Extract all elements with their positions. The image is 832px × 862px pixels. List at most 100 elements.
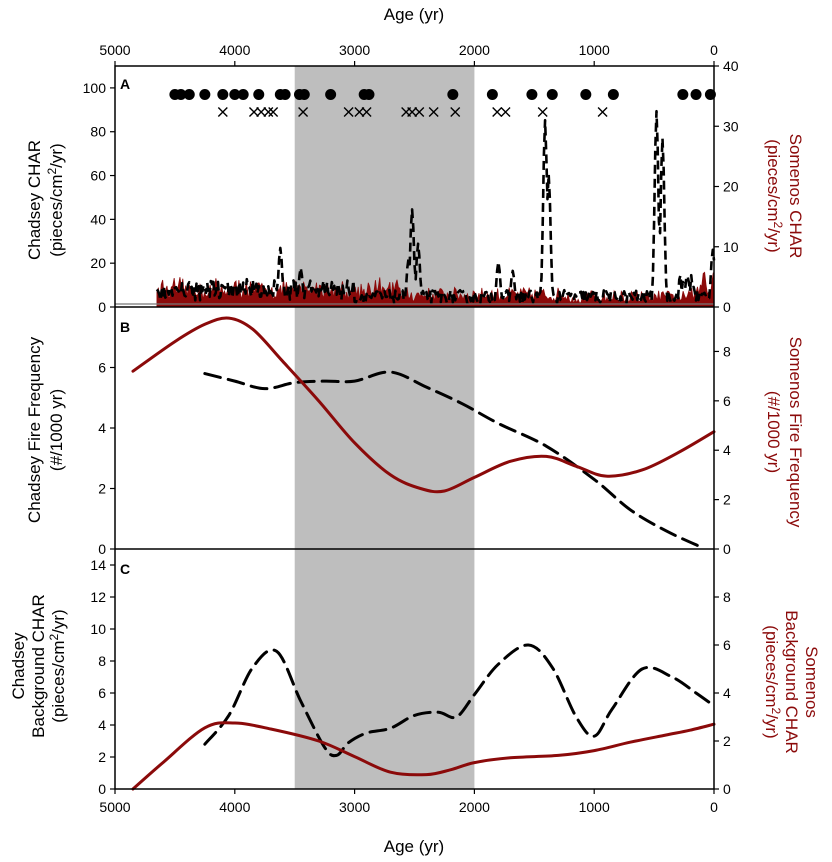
panel-a-label: A	[120, 76, 130, 92]
panel-c-right-ylabel: Somenos Background CHAR (pieces/cm2/yr)	[762, 610, 821, 754]
chadsey-fire-event-marker	[447, 88, 459, 100]
somenos-fire-event-marker	[450, 107, 461, 118]
left-y-tick-label: 6	[98, 685, 106, 701]
right-y-tick-label: 8	[723, 343, 731, 359]
somenos-fire-event-marker	[492, 107, 503, 118]
left-y-tick-label: 6	[98, 360, 106, 376]
panel-b-left-ylabel-line1: Chadsey Fire Frequency	[25, 336, 44, 523]
right-y-tick-label: 0	[723, 299, 731, 315]
somenos-fire-event-marker	[298, 107, 309, 118]
chadsey-fire-event-marker	[486, 88, 498, 100]
series-chadsey-line	[203, 643, 716, 758]
right-y-tick-label: 2	[723, 733, 731, 749]
chadsey-fire-event-marker	[363, 88, 375, 100]
somenos-fire-event-marker	[268, 107, 279, 118]
top-axis-title: Age (yr)	[384, 5, 444, 24]
panel-c-left-ylabel-line1: Chadsey	[9, 632, 28, 700]
series-somenos-line	[131, 721, 716, 791]
somenos-fire-event-marker	[537, 107, 548, 118]
right-y-tick-label: 4	[723, 685, 731, 701]
chadsey-fire-event-marker	[217, 88, 229, 100]
panel-b-plot	[131, 316, 716, 549]
somenos-fire-event-marker	[500, 107, 511, 118]
x-tick-label-top: 5000	[99, 42, 130, 58]
panel-c-right-ylabel-line2: Background CHAR	[782, 610, 801, 754]
x-tick-label-bottom: 2000	[459, 799, 490, 815]
left-y-tick-label: 2	[98, 749, 106, 765]
chadsey-fire-event-marker	[690, 88, 702, 100]
left-y-tick-label: 8	[98, 653, 106, 669]
left-y-tick-label: 40	[90, 211, 106, 227]
left-y-tick-label: 0	[98, 541, 106, 557]
panel-b-left-ylabel-line2: (#/1000 yr)	[47, 389, 66, 471]
series-chadsey-line	[203, 370, 704, 549]
panel-b-left-ylabel: Chadsey Fire Frequency (#/1000 yr)	[25, 336, 66, 523]
x-tick-label-top: 0	[710, 42, 718, 58]
somenos-fire-event-marker	[407, 107, 418, 118]
chadsey-fire-event-marker	[325, 88, 337, 100]
somenos-fire-event-marker	[343, 107, 354, 118]
somenos-fire-event-marker	[414, 107, 425, 118]
x-tick-label-top: 1000	[579, 42, 610, 58]
somenos-fire-event-marker	[248, 107, 259, 118]
right-y-tick-label: 6	[723, 393, 731, 409]
chadsey-fire-event-marker	[229, 88, 241, 100]
panel-a-plot	[115, 88, 716, 308]
bottom-axis-title: Age (yr)	[384, 837, 444, 856]
right-y-tick-label: 6	[723, 637, 731, 653]
panel-a-left-ylabel-line1: Chadsey CHAR	[25, 140, 44, 260]
left-y-tick-label: 20	[90, 255, 106, 271]
left-y-tick-label: 100	[83, 80, 107, 96]
chadsey-fire-event-marker	[704, 88, 716, 100]
panel-c-right-ylabel-line1: Somenos	[802, 646, 821, 718]
left-y-tick-label: 0	[98, 781, 106, 797]
left-y-tick-label: 14	[90, 557, 106, 573]
x-tick-label-top: 2000	[459, 42, 490, 58]
chadsey-fire-event-marker	[677, 88, 689, 100]
right-y-tick-label: 0	[723, 781, 731, 797]
axis-ticks: 5000500040004000300030002000200010001000…	[83, 42, 739, 815]
chadsey-fire-event-marker	[580, 88, 592, 100]
panel-a-right-ylabel: Somenos CHAR (pieces/cm2/yr)	[764, 134, 805, 259]
panel-b-right-ylabel-line2: (#/1000 yr)	[764, 391, 783, 473]
somenos-fire-event-marker	[256, 107, 267, 118]
chadsey-fire-event-marker	[546, 88, 558, 100]
x-tick-label-bottom: 4000	[219, 799, 250, 815]
left-y-tick-label: 4	[98, 717, 106, 733]
chadsey-fire-event-marker	[298, 88, 310, 100]
somenos-fire-event-marker	[597, 107, 608, 118]
left-y-tick-label: 4	[98, 420, 106, 436]
x-tick-label-bottom: 0	[710, 799, 718, 815]
somenos-fire-event-marker	[354, 107, 365, 118]
panel-a-right-ylabel-line2: (pieces/cm2/yr)	[764, 139, 785, 252]
panel-c-left-ylabel-line2: Background CHAR	[29, 594, 48, 738]
panel-c-left-ylabel-line3: (pieces/cm2/yr)	[47, 609, 68, 722]
series-somenos-line	[131, 316, 716, 494]
panel-b-label: B	[120, 319, 130, 335]
left-y-tick-label: 12	[90, 589, 106, 605]
x-tick-label-top: 3000	[339, 42, 370, 58]
left-y-tick-label: 2	[98, 481, 106, 497]
panel-c-left-ylabel: Chadsey Background CHAR (pieces/cm2/yr)	[9, 594, 68, 738]
chadsey-fire-event-marker	[175, 88, 187, 100]
x-tick-label-top: 4000	[219, 42, 250, 58]
right-y-tick-label: 20	[723, 179, 739, 195]
chadsey-fire-event-marker	[279, 88, 291, 100]
chadsey-fire-event-marker	[199, 88, 211, 100]
shaded-interval	[294, 66, 475, 789]
chadsey-fire-event-marker	[607, 88, 619, 100]
chadsey-fire-event-marker	[526, 88, 538, 100]
right-y-tick-label: 2	[723, 492, 731, 508]
somenos-fire-event-marker	[361, 107, 372, 118]
somenos-char-line	[155, 109, 716, 305]
panel-c-plot	[131, 643, 716, 791]
panel-c-label: C	[120, 561, 130, 577]
left-y-tick-label: 60	[90, 168, 106, 184]
somenos-fire-event-marker	[217, 107, 228, 118]
panel-b-right-ylabel-line1: Somenos Fire Frequency	[786, 337, 805, 528]
right-y-tick-label: 40	[723, 58, 739, 74]
right-y-tick-label: 4	[723, 442, 731, 458]
right-y-tick-label: 0	[723, 541, 731, 557]
panel-a-left-ylabel-line2: (pieces/cm2/yr)	[45, 143, 66, 256]
